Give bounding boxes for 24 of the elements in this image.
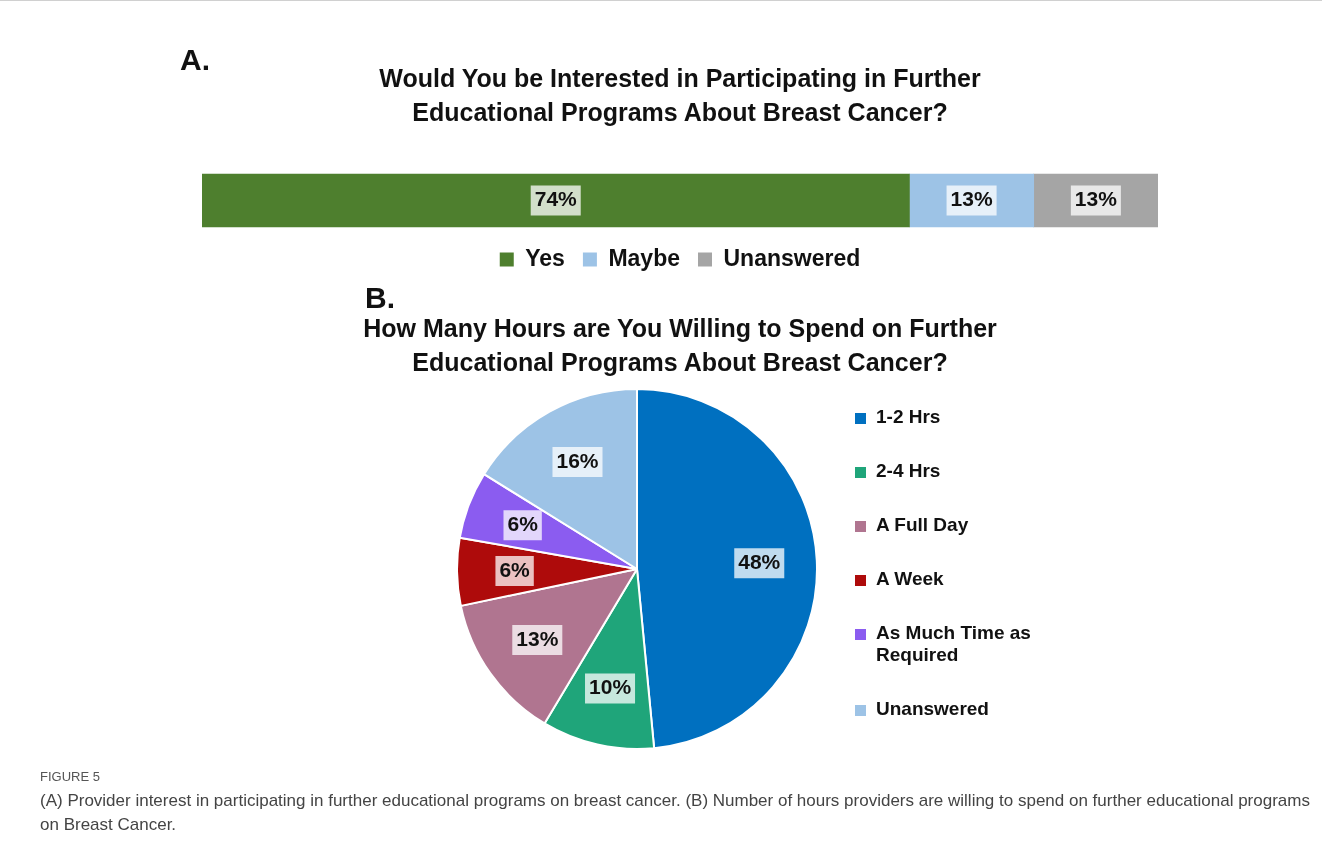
legend-label: 1-2 Hrs — [876, 406, 941, 428]
data-label: 48% — [738, 549, 781, 573]
text: (A) Provider interest in participating in further educational programs on breast cancer. (B) Number of hours providers are willing to spend on further educational programs on Breast Cancer. — [40, 790, 1310, 836]
caption: FIGURE 5 — [40, 769, 100, 784]
legend-label: Yes — [525, 244, 565, 271]
data-label: 13% — [950, 187, 993, 211]
data-label: 16% — [556, 448, 599, 472]
data-label: 6% — [507, 512, 539, 536]
chart-title: How Many Hours are You Willing to Spend on Further Educational Programs About Breast Cancer? — [362, 313, 998, 378]
legend-label: Maybe — [608, 244, 680, 271]
data-label: 13% — [516, 626, 559, 650]
legend-label: As Much Time as Required — [876, 622, 1032, 666]
text: B. — [365, 281, 395, 315]
legend-label: A Week — [876, 568, 944, 590]
data-label: 6% — [499, 557, 531, 581]
legend-label: A Full Day — [876, 514, 969, 536]
data-label: 74% — [534, 187, 578, 211]
data-label: 10% — [589, 675, 632, 699]
text: A. — [180, 43, 210, 77]
data-label: 13% — [1074, 187, 1118, 211]
legend-label: Unanswered — [723, 244, 861, 271]
legend-label: Unanswered — [876, 698, 989, 720]
chart-title: Would You be Interested in Participating in Further Educational Programs About Breast Cancer? — [378, 63, 982, 128]
legend-label: 2-4 Hrs — [876, 460, 941, 482]
